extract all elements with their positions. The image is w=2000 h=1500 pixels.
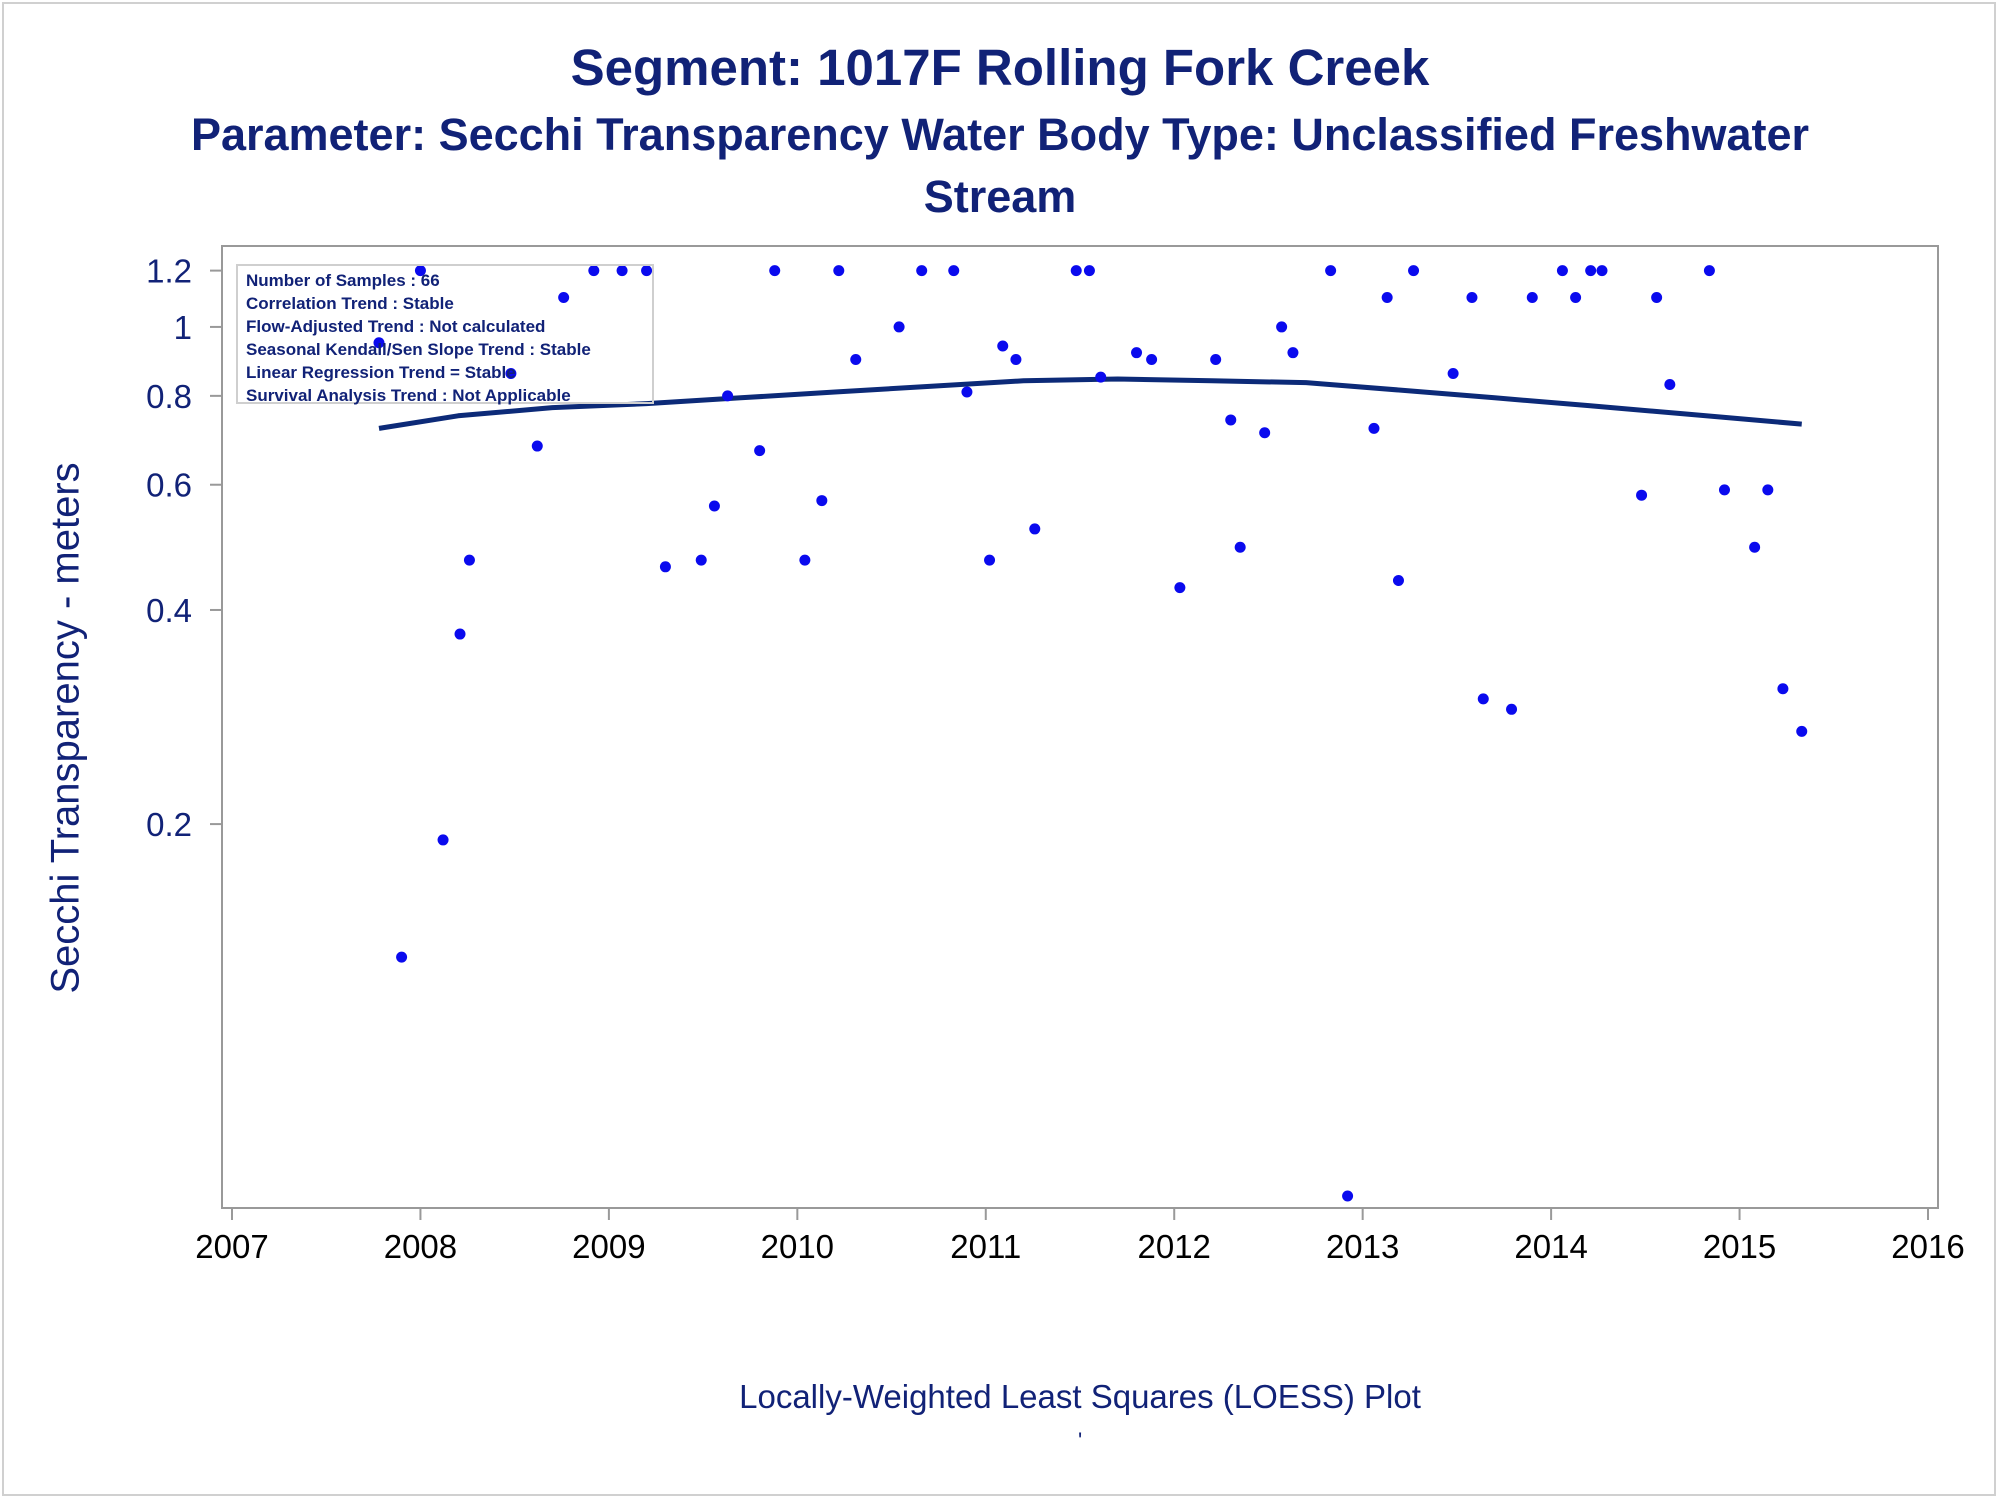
data-point (1342, 1190, 1354, 1202)
x-tick-label: 2011 (950, 1228, 1021, 1265)
plot-border (221, 245, 1939, 1209)
data-point (396, 951, 408, 963)
data-point (1477, 693, 1489, 705)
data-point (1570, 291, 1582, 303)
x-tick-label: 2007 (195, 1228, 268, 1265)
y-tick-label: 1.2 (146, 253, 192, 290)
data-point (997, 340, 1009, 352)
data-point (1210, 353, 1222, 365)
data-point (1703, 265, 1715, 277)
data-point (1466, 291, 1478, 303)
data-point (754, 445, 766, 457)
data-point (1762, 484, 1774, 496)
y-tick-label: 0.2 (146, 806, 192, 843)
x-tick-label: 2012 (1138, 1228, 1211, 1265)
data-point (948, 265, 960, 277)
x-tick-label: 2014 (1514, 1228, 1587, 1265)
stats-line: Number of Samples : 66 (246, 271, 440, 290)
data-point (1259, 427, 1271, 439)
data-point (850, 353, 862, 365)
data-point (1408, 265, 1420, 277)
data-point (505, 368, 517, 380)
data-point (816, 495, 828, 507)
data-point (463, 554, 475, 566)
data-point (1585, 265, 1597, 277)
data-point (1029, 523, 1041, 535)
data-point (1225, 414, 1237, 426)
data-point (1392, 575, 1404, 587)
data-point (1651, 291, 1663, 303)
data-point (1718, 484, 1730, 496)
data-point (414, 265, 426, 277)
data-point (1506, 703, 1518, 715)
data-point (1131, 347, 1143, 359)
data-point (1796, 725, 1808, 737)
data-point (1749, 541, 1761, 553)
data-point (1777, 683, 1789, 695)
x-tick-label: 2016 (1891, 1228, 1964, 1265)
data-point (916, 265, 928, 277)
data-point (1368, 422, 1380, 434)
data-point (437, 834, 449, 846)
data-point (1664, 378, 1676, 390)
data-point (373, 337, 385, 349)
data-point (1095, 371, 1107, 383)
stats-line: Linear Regression Trend = Stable (246, 363, 516, 382)
y-tick-label: 0.8 (146, 378, 192, 415)
data-point (531, 440, 543, 452)
data-point (961, 386, 973, 398)
footer-mark: ' (1078, 1428, 1083, 1453)
data-point (1010, 353, 1022, 365)
data-point (1556, 265, 1568, 277)
data-point (1636, 489, 1648, 501)
data-point (1070, 265, 1082, 277)
data-point (1146, 353, 1158, 365)
x-tick-label: 2009 (572, 1228, 645, 1265)
data-point (1083, 265, 1095, 277)
data-point (588, 265, 600, 277)
stats-line: Survival Analysis Trend : Not Applicable (246, 386, 571, 405)
data-point (1174, 582, 1186, 594)
chart-title: Segment: 1017F Rolling Fork Creek (570, 39, 1430, 96)
stats-box: Number of Samples : 66 Correlation Trend… (236, 264, 654, 405)
data-point (769, 265, 781, 277)
x-tick-label: 2013 (1326, 1228, 1399, 1265)
chart-subtitle: Parameter: Secchi Transparency Water Bod… (190, 109, 1810, 222)
data-point (1596, 265, 1608, 277)
data-point (833, 265, 845, 277)
data-point (1447, 368, 1459, 380)
data-point (893, 321, 905, 333)
x-tick-label: 2015 (1703, 1228, 1776, 1265)
x-tick-label: 2010 (761, 1228, 834, 1265)
data-point (1381, 291, 1393, 303)
stats-line: Seasonal Kendall/Sen Slope Trend : Stabl… (246, 340, 591, 359)
data-point (558, 291, 570, 303)
loess-line (378, 376, 1802, 431)
data-point (641, 265, 653, 277)
y-tick-label: 0.6 (146, 467, 192, 504)
data-point (984, 554, 996, 566)
data-point (1287, 347, 1299, 359)
data-point (1234, 541, 1246, 553)
data-point (659, 561, 671, 573)
data-point (695, 554, 707, 566)
stats-line: Flow-Adjusted Trend : Not calculated (246, 317, 546, 336)
stats-line: Correlation Trend : Stable (246, 294, 454, 313)
data-point (722, 390, 734, 402)
data-point (616, 265, 628, 277)
data-point (1325, 265, 1337, 277)
x-tick-label: 2008 (384, 1228, 457, 1265)
data-point (454, 628, 466, 640)
data-point (708, 500, 720, 512)
data-point (1276, 321, 1288, 333)
data-point (799, 554, 811, 566)
data-point (1526, 291, 1538, 303)
footer-caption: Locally-Weighted Least Squares (LOESS) P… (739, 1378, 1421, 1415)
y-tick-label: 0.4 (146, 592, 192, 629)
y-tick-label: 1 (174, 309, 192, 346)
